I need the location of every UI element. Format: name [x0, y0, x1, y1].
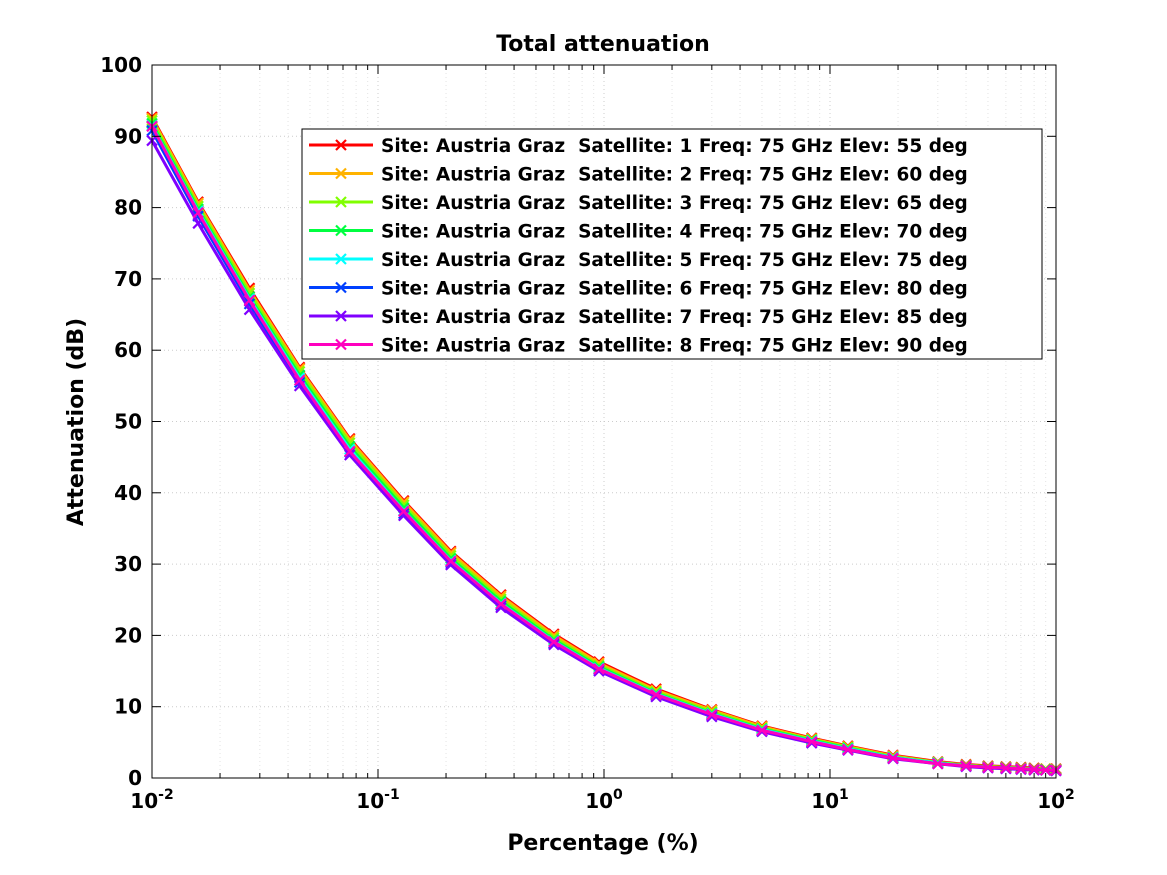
data-point-marker: [293, 374, 306, 386]
x-tick-labels: 10-2 10-1 100 101 102: [130, 787, 1075, 813]
legend-entry: Site: Austria Graz Satellite: 4 Freq: 75…: [309, 222, 968, 243]
data-point-marker: [756, 724, 768, 737]
x-tick-label: 102: [1037, 787, 1075, 813]
legend-entry: Site: Austria Graz Satellite: 5 Freq: 75…: [309, 250, 968, 271]
data-point-marker: [593, 663, 605, 675]
data-point-marker: [1028, 763, 1040, 776]
y-tick-label: 0: [128, 766, 142, 790]
data-point-marker: [548, 638, 560, 651]
legend-entry: Site: Austria Graz Satellite: 1 Freq: 75…: [309, 136, 968, 157]
data-point-marker: [445, 555, 457, 568]
legend-entry: Site: Austria Graz Satellite: 2 Freq: 75…: [309, 165, 968, 186]
legend-swatch-marker: [335, 224, 347, 237]
data-point-marker: [397, 505, 410, 518]
data-point-marker: [932, 757, 944, 770]
data-point-marker: [495, 601, 507, 614]
data-point-marker: [343, 445, 356, 458]
legend-swatch-marker: [335, 338, 347, 351]
data-point-marker: [805, 735, 818, 748]
x-tick-label: 10-1: [356, 787, 399, 813]
y-axis-label: Attenuation (dB): [64, 318, 89, 526]
data-point-marker: [982, 761, 994, 774]
legend-entry: Site: Austria Graz Satellite: 7 Freq: 75…: [309, 307, 968, 328]
x-axis-label: Percentage (%): [507, 831, 698, 856]
legend-label: Site: Austria Graz Satellite: 3 Freq: 75…: [381, 193, 968, 214]
legend-swatch-marker: [335, 139, 347, 151]
data-point-marker: [548, 636, 560, 648]
legend-swatch-marker: [335, 196, 347, 208]
legend-swatch-marker: [335, 167, 347, 180]
data-point-marker: [445, 559, 457, 571]
data-point-marker: [495, 598, 507, 610]
y-tick-label: 90: [114, 124, 142, 148]
data-point-marker: [842, 743, 854, 756]
data-point-marker: [192, 206, 204, 219]
y-tick-label: 50: [114, 410, 142, 434]
legend-entry: Site: Austria Graz Satellite: 3 Freq: 75…: [309, 193, 968, 214]
legend-label: Site: Austria Graz Satellite: 5 Freq: 75…: [381, 250, 968, 271]
legend-swatch-marker: [335, 253, 347, 265]
data-point-marker: [1039, 764, 1052, 776]
legend-swatch-marker: [335, 281, 347, 294]
data-point-marker: [960, 760, 972, 772]
y-tick-label: 60: [114, 338, 142, 362]
legend-label: Site: Austria Graz Satellite: 6 Freq: 75…: [381, 279, 968, 300]
y-tick-label: 40: [114, 481, 142, 505]
y-tick-label: 70: [114, 267, 142, 291]
data-point-marker: [706, 708, 718, 721]
y-tick-label: 20: [114, 623, 142, 647]
legend-entry: Site: Austria Graz Satellite: 6 Freq: 75…: [309, 279, 968, 300]
chart-title: Total attenuation: [496, 32, 710, 57]
axis-ticks: [151, 64, 1057, 779]
data-point-marker: [650, 688, 662, 701]
series-line: [150, 125, 1056, 772]
x-tick-label: 101: [811, 787, 849, 813]
data-point-marker: [1000, 762, 1012, 774]
series-lines: [146, 111, 1062, 777]
legend-label: Site: Austria Graz Satellite: 2 Freq: 75…: [381, 165, 968, 186]
legend-label: Site: Austria Graz Satellite: 8 Freq: 75…: [381, 336, 968, 357]
data-point-marker: [887, 752, 899, 764]
data-point-marker: [397, 509, 410, 522]
data-point-marker: [343, 449, 356, 461]
data-point-marker: [1015, 762, 1027, 775]
series-8: [146, 120, 1062, 776]
y-tick-label: 80: [114, 196, 142, 220]
legend-label: Site: Austria Graz Satellite: 1 Freq: 75…: [381, 136, 968, 157]
y-tick-labels: 0 10 20 30 40 50 60 70 80 90 100: [100, 53, 142, 790]
y-tick-label: 100: [100, 53, 142, 77]
y-tick-label: 30: [114, 552, 142, 576]
x-tick-label: 100: [585, 787, 623, 813]
x-tick-label: 10-2: [130, 787, 173, 813]
legend: Site: Austria Graz Satellite: 1 Freq: 75…: [301, 128, 1043, 360]
legend-box: [301, 128, 1043, 360]
legend-swatch-marker: [335, 310, 347, 322]
legend-label: Site: Austria Graz Satellite: 7 Freq: 75…: [381, 307, 968, 328]
legend-entry: Site: Austria Graz Satellite: 8 Freq: 75…: [309, 336, 968, 357]
legend-label: Site: Austria Graz Satellite: 4 Freq: 75…: [381, 222, 968, 243]
y-tick-label: 10: [114, 695, 142, 719]
data-point-marker: [243, 294, 256, 307]
